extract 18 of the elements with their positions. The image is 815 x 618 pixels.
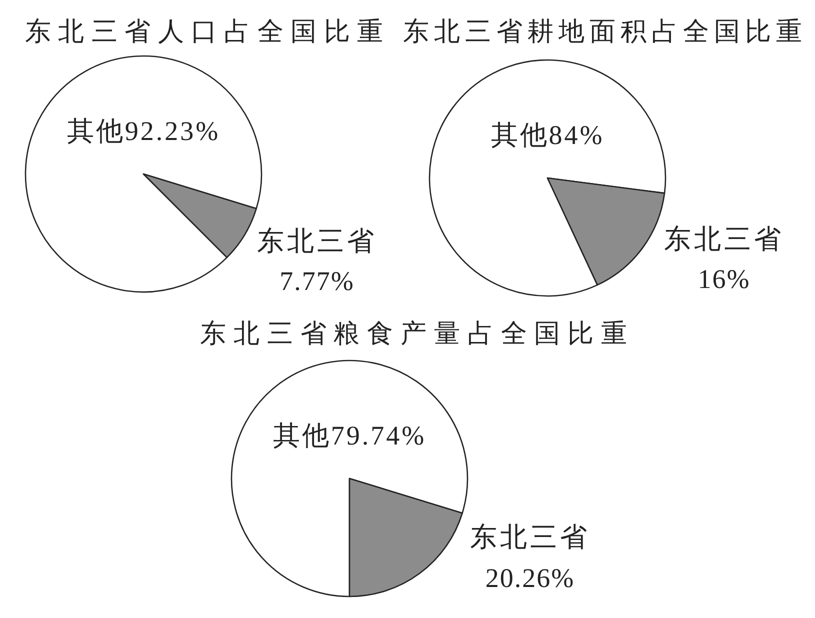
data-label: 79.74% — [330, 420, 426, 450]
slice-label: 东北三省 — [470, 522, 590, 552]
chart-title: 东北三省耕地面积占全国比重 — [403, 17, 802, 46]
data-label: 16% — [698, 264, 750, 294]
data-label: 84% — [548, 120, 604, 150]
data-label: 92.23% — [124, 116, 220, 146]
pie-slice — [142, 173, 257, 258]
slice-label: 东北三省 — [664, 224, 784, 254]
slice-label: 东北三省 — [257, 226, 377, 256]
data-label: 7.77% — [280, 266, 354, 296]
data-label: 20.26% — [485, 563, 575, 593]
chart-title: 东北三省人口占全国比重 — [25, 17, 383, 46]
slice-label: 其他 — [66, 116, 125, 146]
pie-slice — [230, 360, 468, 598]
chart-title: 东北三省粮食产量占全国比重 — [200, 319, 627, 348]
slice-label: 其他 — [272, 420, 331, 450]
slice-label: 其他 — [490, 120, 549, 150]
pie-slice — [429, 59, 666, 296]
